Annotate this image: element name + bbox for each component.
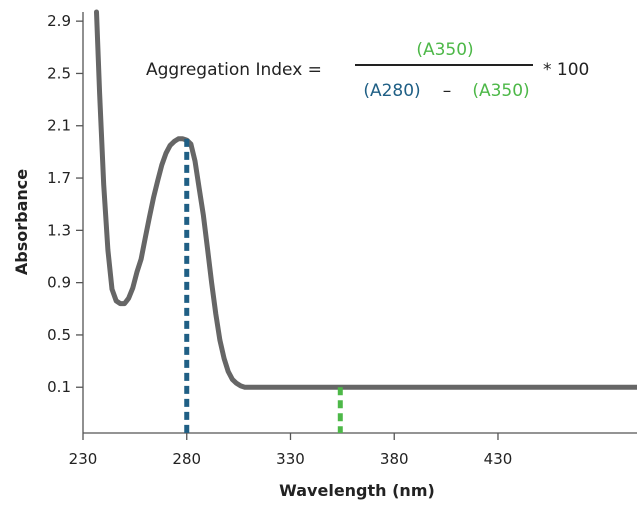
formula-numerator: (A350) <box>416 40 473 60</box>
y-tick-label: 2.5 <box>47 64 71 82</box>
formula-lhs: Aggregation Index = <box>146 60 322 80</box>
aggregation-index-formula: Aggregation Index = (A350) (A280) – (A35… <box>146 40 589 101</box>
formula-denominator-b: (A350) <box>472 81 529 101</box>
y-tick-label: 0.1 <box>47 378 71 396</box>
y-tick-label: 2.1 <box>47 117 71 135</box>
ticks: 230 280 330 380 430 2.9 2.5 2.1 1.7 1.3 0.9 0.5 0.1 <box>47 12 512 468</box>
y-tick-label: 2.9 <box>47 12 71 30</box>
formula-multiplier: * 100 <box>543 60 589 80</box>
y-tick-label: 0.9 <box>47 274 71 292</box>
absorbance-curve <box>94 9 637 390</box>
x-tick-label: 230 <box>69 450 98 468</box>
formula-minus: – <box>443 81 452 101</box>
x-tick-label: 430 <box>484 450 513 468</box>
y-axis-title: Absorbance <box>12 169 31 275</box>
x-tick-label: 280 <box>172 450 201 468</box>
marker-layer <box>184 138 343 433</box>
formula-denominator-a: (A280) <box>363 81 420 101</box>
x-tick-label: 330 <box>276 450 305 468</box>
axes <box>82 12 637 434</box>
x-axis-title: Wavelength (nm) <box>279 481 435 500</box>
y-tick-label: 1.3 <box>47 221 71 239</box>
y-tick-label: 0.5 <box>47 326 71 344</box>
x-tick-label: 380 <box>380 450 409 468</box>
y-tick-label: 1.7 <box>47 169 71 187</box>
series-layer <box>94 9 637 390</box>
